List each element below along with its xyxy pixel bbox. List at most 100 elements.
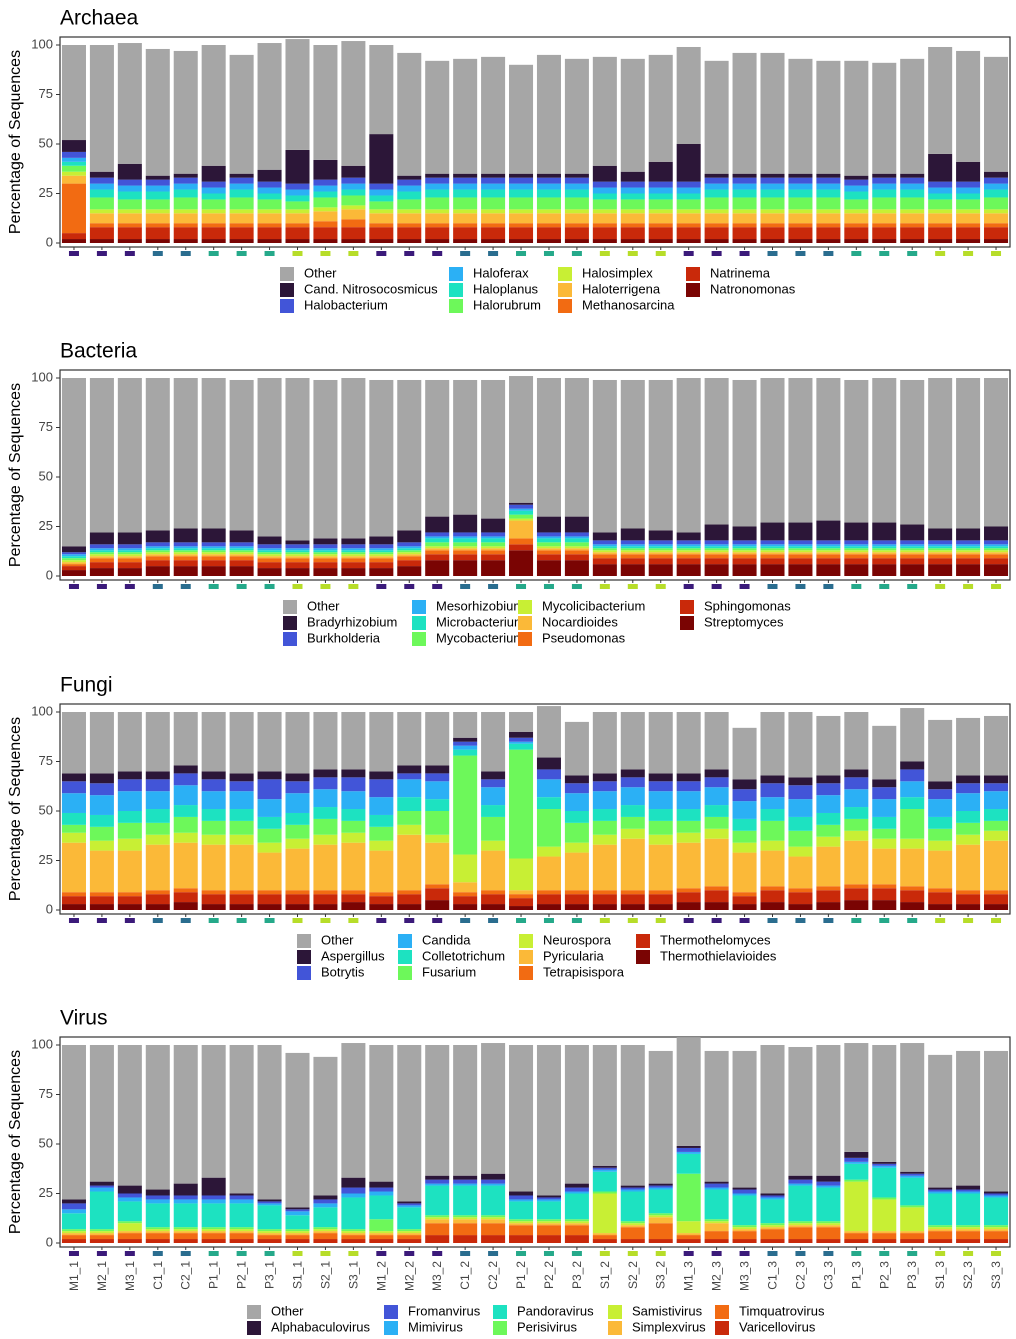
bar-segment-bradyrhizobium — [509, 502, 534, 505]
bar-segment-pyricularia — [229, 844, 254, 891]
bar-segment-haloterrigena — [760, 213, 785, 224]
group-chip — [571, 251, 582, 256]
bar-segment-halosimplex — [145, 209, 170, 214]
bar-segment-thermothelomyces — [984, 894, 1009, 905]
bar-segment-colletotrichum — [117, 811, 142, 823]
bar-segment-halobacterium — [592, 181, 617, 188]
group-chip — [627, 584, 638, 589]
bar-segment-nocardioides — [928, 552, 953, 555]
y-tick-label: 75 — [39, 86, 53, 101]
bar-segment-pandoravirus — [760, 1199, 785, 1224]
group-chip — [96, 251, 107, 256]
bar-segment-methanosarcina — [61, 183, 86, 234]
legend-swatch — [384, 1321, 398, 1335]
group-chip — [432, 584, 443, 589]
bar-segment-other — [872, 1045, 897, 1162]
bar-segment-natronomonas — [956, 239, 981, 243]
bar-segment-other — [872, 725, 897, 780]
bar-segment-mesorhizobium — [61, 554, 86, 557]
bar-segment-halorubrum — [61, 165, 86, 172]
bar-segment-mesorhizobium — [369, 548, 394, 551]
bar-segment-perisivirus — [61, 1229, 86, 1232]
bar-segment-botrytis — [760, 783, 785, 798]
bar-segment-samistivirus — [564, 1221, 589, 1224]
bar-segment-mycolicibacterium — [229, 552, 254, 555]
bar-segment-haloferax — [229, 183, 254, 190]
bar-segment-perisivirus — [397, 1229, 422, 1232]
group-chip — [683, 1251, 694, 1256]
bar-segment-colletotrichum — [481, 805, 506, 817]
x-tick-label: M2_1 — [95, 1261, 109, 1291]
bar-segment-other — [117, 378, 142, 533]
bar-segment-perisivirus — [928, 1225, 953, 1228]
bar-segment-microbacterium — [397, 548, 422, 551]
bar-segment-pyricularia — [145, 844, 170, 891]
bar-segment-mycolicibacterium — [564, 546, 589, 549]
bar-segment-cand-nitrosocosmicus — [956, 161, 981, 182]
bar-segment-colletotrichum — [956, 811, 981, 823]
bar-segment-natronomonas — [844, 239, 869, 243]
bar-segment-mesorhizobium — [592, 544, 617, 547]
bar-segment-haloferax — [61, 157, 86, 162]
bar-segment-microbacterium — [788, 546, 813, 549]
bar-segment-tetrapisispora — [509, 894, 534, 899]
bar-segment-natrinema — [369, 227, 394, 240]
bar-segment-other — [397, 52, 422, 176]
legend-swatch — [493, 1321, 507, 1335]
bar-segment-other — [900, 58, 925, 174]
bar-segment-halosimplex — [397, 209, 422, 214]
bar-segment-candida — [313, 789, 338, 808]
legend-swatch — [412, 632, 426, 646]
bar-segment-simplexvirus — [369, 1233, 394, 1236]
bar-segment-burkholderia — [536, 532, 561, 537]
bar-segment-methanosarcina — [397, 223, 422, 228]
bar-segment-perisivirus — [956, 1225, 981, 1228]
bar-segment-natronomonas — [341, 239, 366, 243]
bar-segment-natronomonas — [257, 239, 282, 243]
bar-segment-candida — [620, 787, 645, 806]
bar-segment-thermothelomyces — [453, 896, 478, 905]
bar-segment-methanosarcina — [425, 223, 450, 228]
bar-segment-mycobacterium — [369, 552, 394, 555]
bar-segment-mycolicibacterium — [425, 546, 450, 549]
bar-segment-natrinema — [229, 227, 254, 240]
group-chip — [320, 918, 331, 923]
y-tick-label: 100 — [31, 703, 53, 718]
group-chip — [180, 1251, 191, 1256]
bar-segment-mycobacterium — [173, 550, 198, 553]
bar-segment-halorubrum — [536, 197, 561, 210]
bar-segment-other — [704, 378, 729, 525]
bar-segment-aspergillus — [900, 761, 925, 770]
bar-segment-aspergillus — [648, 773, 673, 782]
bar-segment-bradyrhizobium — [285, 540, 310, 545]
bar-segment-thermothielavioides — [704, 902, 729, 910]
bar-segment-streptomyces — [760, 564, 785, 576]
bar-segment-samistivirus — [173, 1229, 198, 1232]
bar-segment-mycobacterium — [453, 542, 478, 547]
bar-segment-bradyrhizobium — [732, 526, 757, 541]
bar-segment-tetrapisispora — [481, 890, 506, 895]
bar-segment-pyricularia — [984, 840, 1009, 891]
legend-swatch — [558, 267, 572, 281]
bar-segment-methanosarcina — [201, 223, 226, 228]
bar-segment-haloplanus — [676, 193, 701, 200]
bar-segment-haloferax — [285, 189, 310, 196]
y-axis-label: Percentage of Sequences — [7, 1050, 24, 1234]
legend-label: Simplexvirus — [632, 1319, 706, 1334]
legend-label: Pseudomonas — [542, 630, 626, 645]
bar-segment-haloterrigena — [89, 213, 114, 224]
bar-segment-nocardioides — [481, 548, 506, 551]
bar-segment-mesorhizobium — [900, 544, 925, 547]
bar-segment-mycobacterium — [341, 552, 366, 555]
bar-segment-timquatrovirus — [341, 1235, 366, 1240]
bar-segment-fromanvirus — [369, 1187, 394, 1192]
bar-segment-haloterrigena — [201, 213, 226, 224]
bar-segment-pyricularia — [760, 850, 785, 887]
bar-segment-mycobacterium — [425, 542, 450, 547]
bar-segment-pyricularia — [61, 842, 86, 893]
bar-segment-other — [257, 378, 282, 537]
bar-segment-pseudomonas — [341, 558, 366, 563]
bar-segment-mycolicibacterium — [984, 550, 1009, 553]
bar-segment-halorubrum — [117, 199, 142, 210]
bar-segment-fromanvirus — [257, 1201, 282, 1204]
